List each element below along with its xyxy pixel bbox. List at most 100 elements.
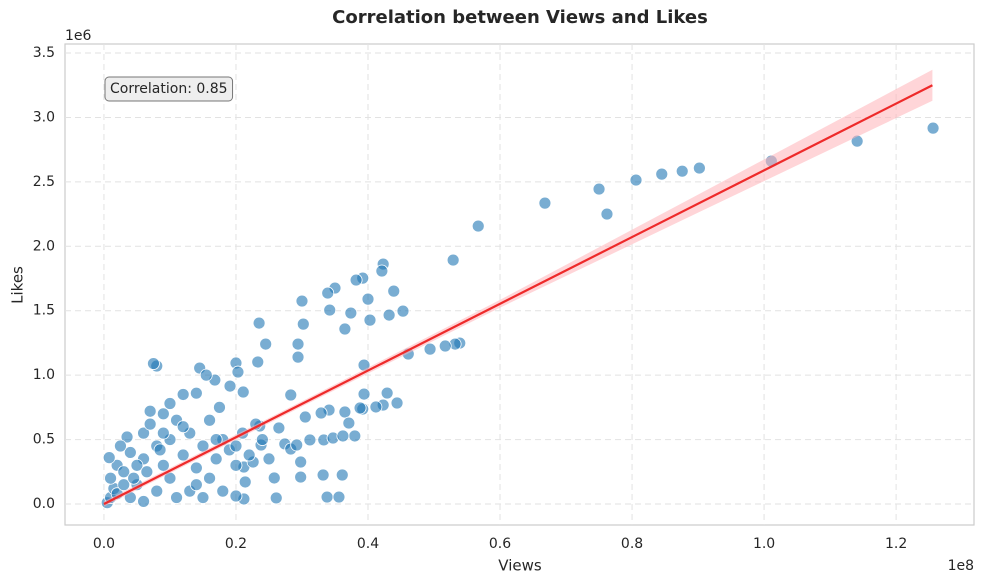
regression-line (103, 84, 933, 505)
point (291, 337, 305, 351)
point (438, 339, 452, 353)
x-tick-label: 0.8 (621, 536, 643, 552)
point (143, 404, 157, 418)
point (229, 489, 243, 503)
point (291, 350, 305, 364)
point (349, 273, 363, 287)
point (342, 416, 356, 430)
point (363, 313, 377, 327)
y-tick-label: 1.0 (33, 367, 55, 383)
point (130, 458, 144, 472)
point (114, 439, 127, 453)
point (926, 121, 940, 135)
point (259, 337, 273, 351)
y-tick-label: 0.5 (33, 432, 55, 448)
point (252, 316, 266, 330)
point (104, 471, 117, 485)
point (251, 355, 265, 369)
point (196, 491, 210, 504)
point (600, 207, 614, 221)
y-offset-label: 1e6 (65, 28, 92, 44)
x-offset-label: 1e8 (948, 558, 974, 574)
point (189, 478, 203, 492)
point (236, 385, 250, 399)
y-axis-label: Likes (9, 266, 27, 304)
point (692, 161, 706, 175)
point (238, 475, 252, 489)
point (262, 452, 276, 466)
point (231, 365, 245, 379)
x-tick-label: 0.0 (93, 536, 115, 552)
point (338, 322, 352, 336)
point (137, 426, 150, 440)
point (357, 387, 371, 401)
point (323, 303, 337, 317)
point (255, 433, 269, 446)
y-tick-label: 3.5 (33, 45, 55, 61)
point (242, 448, 256, 462)
point (294, 455, 308, 469)
point (592, 182, 606, 196)
point (369, 400, 383, 414)
point (189, 386, 203, 400)
x-tick-label: 1.2 (885, 536, 907, 552)
y-tick-label: 1.5 (33, 303, 55, 319)
point (353, 401, 367, 415)
x-tick-label: 1.0 (753, 536, 775, 552)
point (296, 317, 310, 331)
y-tick-label: 2.0 (33, 238, 55, 254)
point (316, 468, 330, 482)
point (295, 294, 309, 308)
confidence-band (103, 69, 933, 507)
point (213, 400, 226, 414)
point (655, 167, 669, 181)
point (117, 465, 131, 479)
point (471, 219, 485, 233)
point (303, 433, 317, 447)
point (203, 471, 216, 485)
point (320, 490, 334, 504)
point (298, 410, 312, 424)
point (338, 405, 352, 419)
point (446, 253, 460, 267)
point (321, 286, 335, 300)
point (269, 491, 283, 505)
point (143, 417, 157, 431)
point (176, 388, 190, 401)
point (199, 368, 213, 382)
point (170, 491, 183, 504)
chart-title: Correlation between Views and Likes (332, 7, 708, 28)
point (229, 458, 243, 472)
point (176, 448, 190, 462)
annotation-box (104, 76, 234, 102)
point (396, 304, 410, 318)
point (336, 429, 350, 443)
point (203, 413, 216, 427)
x-tick-label: 0.4 (357, 536, 379, 552)
point (314, 406, 328, 420)
point (140, 465, 154, 479)
point (375, 264, 389, 278)
point (153, 443, 167, 457)
point (150, 484, 164, 498)
point (272, 421, 286, 435)
annotation: Correlation: 0.85 (104, 76, 234, 102)
point (423, 342, 437, 356)
point (223, 379, 237, 393)
point (156, 426, 170, 440)
point (332, 490, 346, 504)
point (387, 284, 401, 298)
point (102, 451, 116, 465)
point (344, 306, 358, 320)
point (156, 407, 170, 421)
point (361, 292, 375, 306)
point (538, 196, 552, 210)
x-tick-label: 0.2 (225, 536, 247, 552)
point (390, 396, 404, 410)
point (229, 439, 243, 453)
point (267, 471, 281, 485)
point (675, 164, 689, 178)
point (137, 495, 150, 508)
point (189, 461, 203, 475)
